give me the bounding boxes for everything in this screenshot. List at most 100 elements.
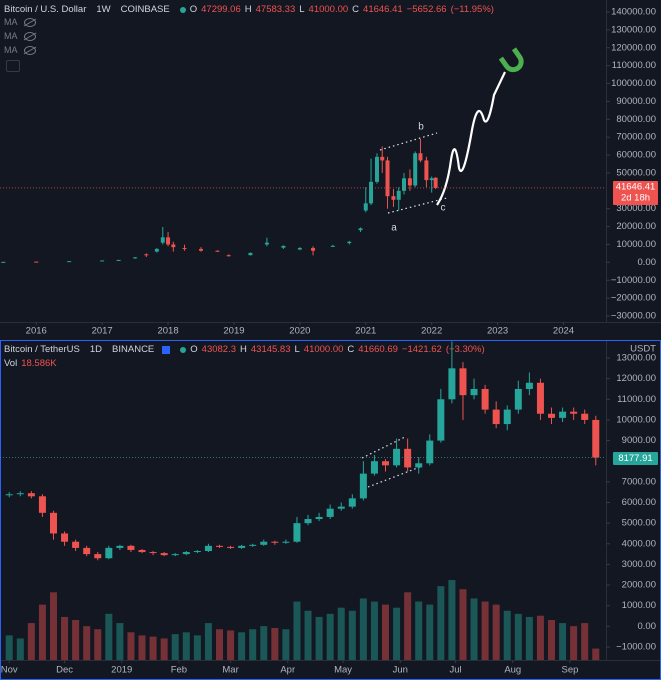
volume-value: 18.586K xyxy=(21,358,57,369)
x-tick-label: Jul xyxy=(450,665,462,676)
candle-body xyxy=(385,160,390,197)
price-label-box xyxy=(613,181,658,205)
y-tick-label: 7000.00 xyxy=(622,476,656,487)
plot-area xyxy=(5,341,600,660)
channel-upper xyxy=(379,132,438,151)
candle-body xyxy=(592,419,600,458)
projection-arrow xyxy=(436,71,506,206)
volume-bar xyxy=(359,598,367,660)
candle-body xyxy=(227,546,235,548)
candle-body xyxy=(437,399,445,441)
indicator: MA xyxy=(4,17,18,27)
candle-body xyxy=(1,261,6,263)
volume-bar xyxy=(581,623,589,660)
candle-body xyxy=(49,512,57,534)
indicator-row[interactable]: MA xyxy=(4,45,36,55)
candle-body xyxy=(380,156,385,161)
candle-body xyxy=(182,552,190,555)
y-tick-label: 12000.00 xyxy=(616,373,656,384)
ohlc-value: 41000.00 xyxy=(303,344,344,355)
x-tick-label: Mar xyxy=(222,665,238,676)
candle-body xyxy=(304,519,312,524)
candle-body xyxy=(347,241,352,244)
candle-body xyxy=(160,237,165,243)
volume-bar xyxy=(249,629,257,660)
candle-body xyxy=(337,506,345,509)
y-tick-label: 140000.00 xyxy=(611,7,656,18)
channel-lower xyxy=(387,197,448,214)
volume-bar xyxy=(404,592,412,660)
volume-bar xyxy=(326,613,334,660)
candle-body xyxy=(559,411,567,418)
change-pct: (−3.30%) xyxy=(445,344,485,355)
x-tick-label: 2018 xyxy=(157,326,178,337)
volume-bar xyxy=(592,648,600,660)
volume-bar xyxy=(382,604,390,660)
volume-bar xyxy=(72,620,80,660)
candle-body xyxy=(311,248,316,251)
wave-label: a xyxy=(391,223,397,234)
volume-bar xyxy=(94,629,102,660)
eye-icon[interactable] xyxy=(23,45,36,55)
x-tick-label: 2019 xyxy=(111,665,132,676)
candle-body xyxy=(370,461,378,474)
candle-body xyxy=(424,160,429,181)
volume-bar xyxy=(304,610,312,660)
y-tick-label: 20000.00 xyxy=(616,221,656,232)
y-tick-label: 0.00 xyxy=(638,257,657,268)
y-tick-label: 70000.00 xyxy=(616,132,656,143)
volume-bar xyxy=(492,604,500,660)
volume-bar xyxy=(514,613,522,660)
volume-bar xyxy=(437,586,445,660)
volume-bar xyxy=(470,598,478,660)
candle-body xyxy=(226,255,231,257)
candle-body xyxy=(154,248,159,252)
indicator-row[interactable]: MA xyxy=(4,17,36,27)
channel-lines xyxy=(361,132,448,488)
wave-label: b xyxy=(418,122,424,133)
candle-body xyxy=(238,545,246,548)
x-tick-label: May xyxy=(334,665,352,676)
candle-body xyxy=(413,153,418,186)
candle-body xyxy=(404,448,412,468)
candle-body xyxy=(536,382,544,414)
candle-body xyxy=(470,388,478,396)
y-tick-label: −10000.00 xyxy=(611,275,656,286)
candle-body xyxy=(281,245,286,248)
y-tick-label: 90000.00 xyxy=(616,96,656,107)
volume-bar xyxy=(116,623,124,660)
symbol: Bitcoin / TetherUS xyxy=(4,344,80,355)
collapse-button[interactable] xyxy=(6,60,20,72)
volume-bar xyxy=(83,626,91,660)
volume-bar xyxy=(171,634,179,660)
candle-body xyxy=(348,498,356,507)
plot-area xyxy=(1,138,438,263)
ohlc-value: 41000.00 xyxy=(308,4,349,15)
x-tick-label: 2020 xyxy=(289,326,310,337)
volume-bar xyxy=(293,601,301,660)
eye-icon[interactable] xyxy=(23,17,36,27)
wave-label: c xyxy=(441,203,446,214)
symbol: Bitcoin / U.S. Dollar xyxy=(4,4,87,15)
indicator: MA xyxy=(4,31,18,41)
candle-body xyxy=(330,245,335,247)
candle-body xyxy=(38,496,46,513)
y-tick-label: 10000.00 xyxy=(616,414,656,425)
indicator-row[interactable]: MA xyxy=(4,31,36,41)
interval: 1W xyxy=(96,4,111,15)
volume-bar xyxy=(238,632,246,660)
eye-icon[interactable] xyxy=(23,31,36,41)
y-tick-label: 10000.00 xyxy=(616,239,656,250)
x-tick-label: 2017 xyxy=(92,326,113,337)
volume-bar xyxy=(525,616,533,660)
candle-body xyxy=(171,554,179,556)
currency: USDT xyxy=(630,344,656,355)
x-tick-label: Apr xyxy=(280,665,295,676)
candle-body xyxy=(248,252,253,256)
volume-bar xyxy=(459,589,467,660)
ohlc-letter: C xyxy=(352,4,360,15)
candle-body xyxy=(61,533,69,542)
volume-bar xyxy=(570,626,578,660)
ohlc-value: 41660.69 xyxy=(358,344,398,355)
